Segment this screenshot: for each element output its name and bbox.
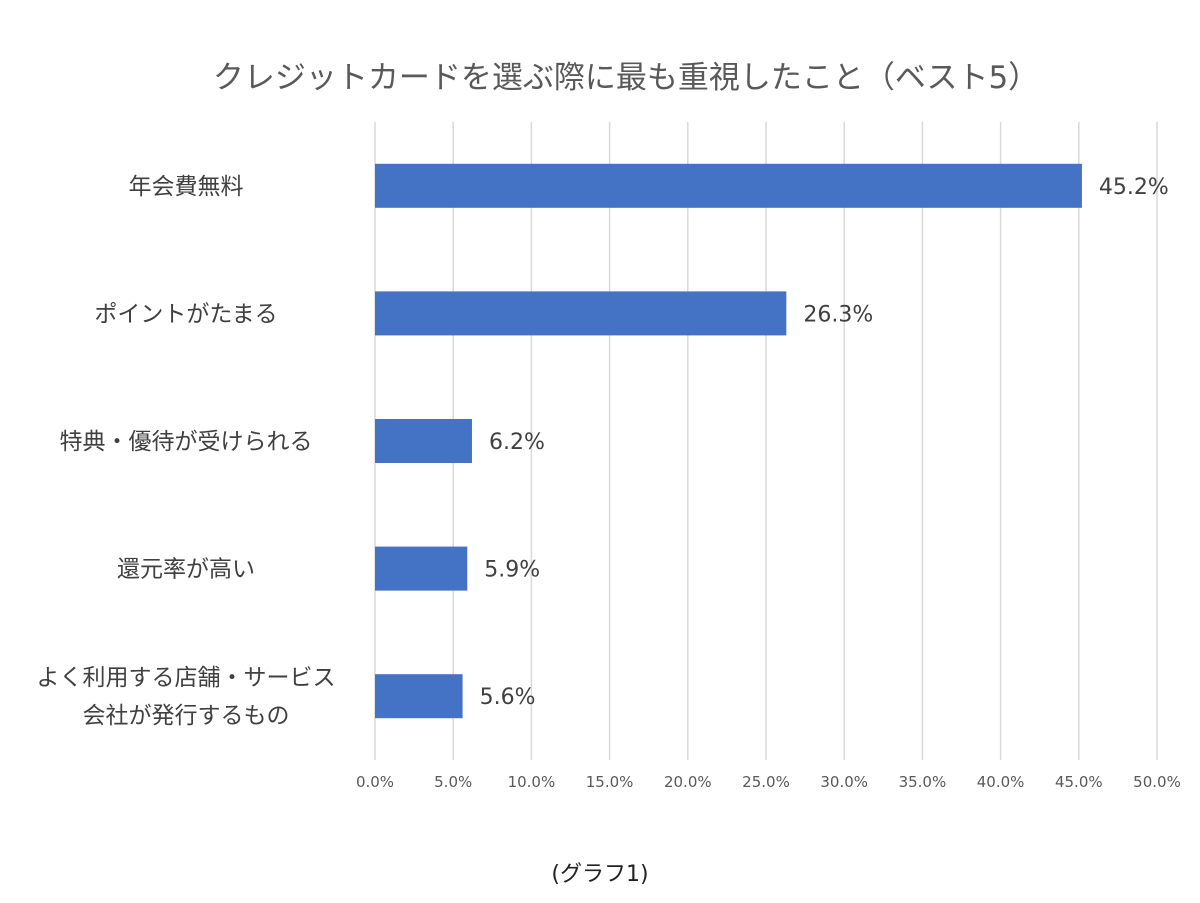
bar (375, 419, 472, 463)
bars (375, 163, 1082, 719)
x-tick-label: 45.0% (1055, 773, 1103, 791)
x-tick-label: 20.0% (664, 773, 712, 791)
x-tick-label: 40.0% (977, 773, 1025, 791)
x-tick-label: 50.0% (1133, 773, 1181, 791)
data-label: 5.9% (484, 558, 540, 583)
bar (375, 163, 1082, 208)
bar (375, 546, 468, 591)
data-label: 6.2% (489, 430, 545, 455)
value-labels: 45.2% 26.3% 6.2% 5.9% 5.6% (480, 175, 1169, 710)
x-tick-label: 30.0% (820, 773, 868, 791)
data-label: 45.2% (1099, 175, 1169, 200)
x-tick-label: 25.0% (742, 773, 790, 791)
bar (375, 291, 787, 336)
figure-caption: (グラフ1) (551, 862, 648, 887)
x-tick-label: 0.0% (356, 773, 394, 791)
chart-title: クレジットカードを選ぶ際に最も重視したこと（ベスト5） (213, 60, 1039, 96)
x-tick-label: 5.0% (434, 773, 472, 791)
x-axis-ticks: 0.0% 5.0% 10.0% 15.0% 20.0% 25.0% 30.0% 35.0% 40… (356, 773, 1181, 791)
x-tick-label: 10.0% (508, 773, 556, 791)
category-label: 特典・優待が受けられる (60, 429, 313, 455)
category-label: 年会費無料 (129, 174, 244, 200)
bar (375, 674, 463, 719)
data-label: 5.6% (480, 685, 536, 710)
category-label: ポイントがたまる (94, 301, 277, 327)
data-label: 26.3% (803, 302, 873, 327)
gridlines (374, 122, 1158, 760)
category-label: よく利用する店舗・サービス会社が発行するもの (37, 665, 336, 729)
category-label: 還元率が高い (117, 557, 255, 583)
x-tick-label: 35.0% (899, 773, 947, 791)
x-tick-label: 15.0% (586, 773, 634, 791)
category-labels: 年会費無料ポイントがたまる特典・優待が受けられる還元率が高いよく利用する店舗・サ… (37, 174, 336, 729)
